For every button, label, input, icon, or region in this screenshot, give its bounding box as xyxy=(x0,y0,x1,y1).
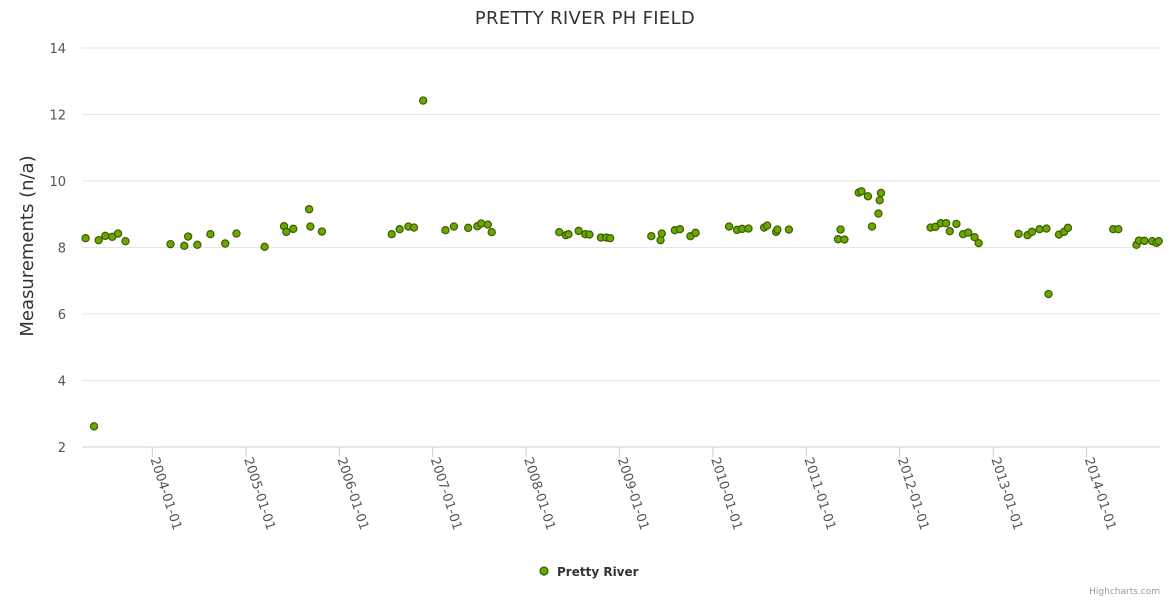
data-point[interactable] xyxy=(1014,229,1023,239)
data-point[interactable] xyxy=(387,229,396,239)
data-point[interactable] xyxy=(840,235,849,244)
x-tick-label: 2010-01-01 xyxy=(707,456,745,532)
y-axis-title: Measurements (n/a) xyxy=(17,155,38,336)
x-tick-label: 2006-01-01 xyxy=(333,456,371,532)
data-point[interactable] xyxy=(574,226,583,236)
data-point[interactable] xyxy=(193,240,202,250)
data-point[interactable] xyxy=(784,225,794,234)
legend-item-pretty-river[interactable]: Pretty River xyxy=(557,565,639,579)
data-point[interactable] xyxy=(463,223,473,233)
data-point[interactable] xyxy=(449,222,459,231)
data-point[interactable] xyxy=(974,238,983,248)
data-point[interactable] xyxy=(945,227,954,236)
data-point[interactable] xyxy=(113,229,123,238)
data-point[interactable] xyxy=(441,226,450,235)
x-tick-label: 2008-01-01 xyxy=(520,456,558,532)
data-point[interactable] xyxy=(1044,289,1053,299)
data-point[interactable] xyxy=(483,220,493,229)
data-point[interactable] xyxy=(395,225,404,234)
data-point[interactable] xyxy=(282,227,291,237)
data-point[interactable] xyxy=(863,192,873,201)
data-point[interactable] xyxy=(232,229,241,238)
data-point[interactable] xyxy=(657,229,666,238)
data-point[interactable] xyxy=(317,227,327,236)
data-point[interactable] xyxy=(564,229,573,239)
data-point[interactable] xyxy=(94,235,103,245)
data-point[interactable] xyxy=(260,242,269,252)
y-tick-label: 4 xyxy=(58,375,66,390)
x-axis-ticks: 2004-01-01 2005-01-01 2006-01-01 2007-01-01… xyxy=(147,447,1119,532)
series-pretty-river[interactable] xyxy=(81,96,1163,431)
data-point[interactable] xyxy=(875,196,884,205)
data-point[interactable] xyxy=(963,228,973,237)
data-point[interactable] xyxy=(221,239,230,248)
data-point[interactable] xyxy=(867,222,877,231)
x-tick-label: 2011-01-01 xyxy=(800,456,838,532)
data-point[interactable] xyxy=(121,236,130,246)
y-gridlines xyxy=(82,47,1160,381)
data-point[interactable] xyxy=(409,223,419,232)
data-point[interactable] xyxy=(418,96,428,105)
chart-title: PRETTY RIVER PH FIELD xyxy=(475,8,695,29)
data-point[interactable] xyxy=(876,188,886,198)
data-point[interactable] xyxy=(744,224,753,233)
x-tick-label: 2009-01-01 xyxy=(614,456,652,532)
data-point[interactable] xyxy=(289,224,298,234)
data-point[interactable] xyxy=(656,235,665,245)
x-tick-label: 2007-01-01 xyxy=(427,456,465,532)
y-tick-label: 8 xyxy=(58,242,66,257)
data-point[interactable] xyxy=(487,228,496,237)
data-point[interactable] xyxy=(647,231,656,241)
y-tick-label: 6 xyxy=(58,308,66,323)
x-tick-label: 2013-01-01 xyxy=(987,456,1025,532)
y-tick-label: 14 xyxy=(49,42,66,57)
y-tick-label: 2 xyxy=(58,441,66,456)
x-tick-label: 2012-01-01 xyxy=(894,456,932,532)
data-point[interactable] xyxy=(81,233,90,243)
data-point[interactable] xyxy=(941,219,951,228)
data-point[interactable] xyxy=(675,225,685,234)
data-point[interactable] xyxy=(89,422,99,431)
data-point[interactable] xyxy=(1042,224,1051,233)
data-point[interactable] xyxy=(1140,236,1149,246)
data-point[interactable] xyxy=(555,228,564,237)
x-tick-label: 2005-01-01 xyxy=(240,456,278,532)
data-point[interactable] xyxy=(304,205,314,214)
data-point[interactable] xyxy=(773,225,782,234)
data-point[interactable] xyxy=(183,232,193,241)
data-point[interactable] xyxy=(762,221,772,230)
data-point[interactable] xyxy=(585,230,594,239)
legend-marker xyxy=(539,566,549,576)
data-point[interactable] xyxy=(1027,227,1037,237)
data-point[interactable] xyxy=(1063,223,1073,233)
data-point[interactable] xyxy=(1035,225,1044,234)
data-point[interactable] xyxy=(724,222,734,231)
data-point[interactable] xyxy=(836,225,845,234)
data-point[interactable] xyxy=(180,241,189,251)
data-point[interactable] xyxy=(477,219,486,228)
credits-link[interactable]: Highcharts.com xyxy=(1089,587,1160,597)
x-tick-label: 2014-01-01 xyxy=(1081,456,1119,532)
data-point[interactable] xyxy=(1114,225,1123,234)
data-point[interactable] xyxy=(605,233,615,243)
data-point[interactable] xyxy=(874,209,883,218)
y-tick-label: 10 xyxy=(49,175,66,190)
x-tick-label: 2004-01-01 xyxy=(147,456,185,532)
y-tick-label: 12 xyxy=(49,109,66,124)
data-point[interactable] xyxy=(857,187,866,196)
data-point[interactable] xyxy=(1154,236,1163,246)
data-point[interactable] xyxy=(166,239,175,249)
data-point[interactable] xyxy=(206,229,215,239)
data-point[interactable] xyxy=(952,219,961,229)
data-point[interactable] xyxy=(306,222,315,231)
data-point[interactable] xyxy=(970,232,979,242)
y-axis-ticks: 2 4 6 8 10 12 14 xyxy=(49,42,66,456)
data-point[interactable] xyxy=(691,228,700,238)
data-point[interactable] xyxy=(101,231,110,241)
legend[interactable]: Pretty River xyxy=(539,565,639,579)
